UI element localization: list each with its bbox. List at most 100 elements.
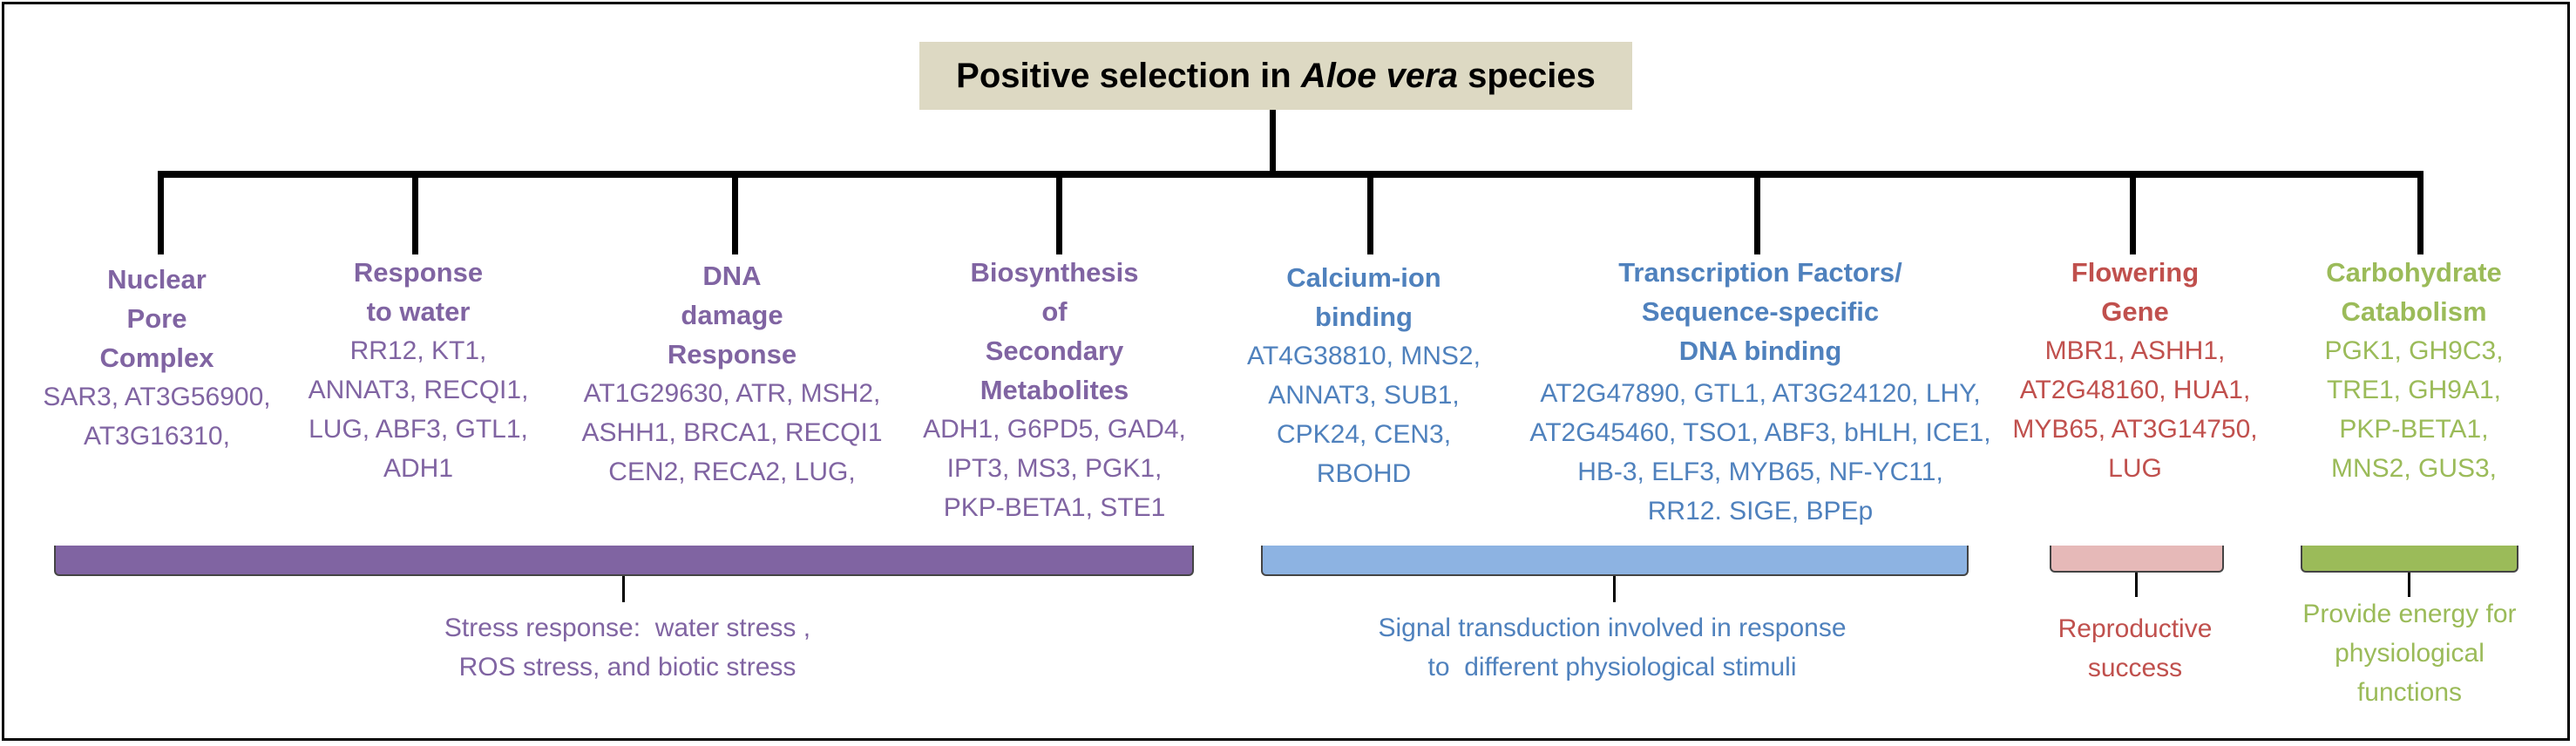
gene-line: AT2G47890, GTL1, AT3G24120, LHY, xyxy=(1540,379,1981,408)
summary-line: Stress response: water stress , xyxy=(444,614,811,642)
category-dna-damage-response: DNA damage Response AT1G29630, ATR, MSH2… xyxy=(558,256,906,492)
diagram-title: Positive selection in Aloe vera species xyxy=(919,42,1632,110)
group-bracket-stress xyxy=(54,546,1194,576)
gene-line: ASHH1, BRCA1, RECQI1 xyxy=(581,418,883,447)
heading-line: Pore xyxy=(126,303,187,334)
title-stem-line xyxy=(1270,110,1276,174)
category-heading: DNA damage Response xyxy=(558,256,906,374)
gene-line: PKP-BETA1, STE1 xyxy=(943,493,1166,522)
group-bracket-signal xyxy=(1261,546,1969,576)
group-bracket-energy xyxy=(2301,546,2518,573)
branch-line-transcription xyxy=(1754,174,1760,254)
gene-line: ADH1 xyxy=(383,454,454,483)
gene-list: AT2G47890, GTL1, AT3G24120, LHY, AT2G454… xyxy=(1499,374,2022,531)
gene-line: RBOHD xyxy=(1316,459,1412,488)
gene-line: PGK1, GH9C3, xyxy=(2324,336,2504,365)
heading-line: Calcium-ion xyxy=(1286,262,1441,293)
heading-line: Complex xyxy=(99,342,214,373)
summary-energy: Provide energy for physiological functio… xyxy=(2274,594,2545,712)
heading-line: Secondary xyxy=(985,336,1124,366)
summary-line: Provide energy for xyxy=(2302,600,2517,628)
heading-line: of xyxy=(1041,296,1068,327)
gene-line: HB-3, ELF3, MYB65, NF-YC11, xyxy=(1577,458,1943,486)
branch-line-water xyxy=(412,174,418,254)
gene-list: SAR3, AT3G56900, AT3G16310, xyxy=(9,377,305,456)
gene-line: MBR1, ASHH1, xyxy=(2044,336,2226,365)
category-heading: Flowering Gene xyxy=(1996,253,2274,331)
gene-line: AT4G38810, MNS2, xyxy=(1247,342,1481,370)
title-suffix: species xyxy=(1457,56,1596,95)
gene-list: ADH1, G6PD5, GAD4, IPT3, MS3, PGK1, PKP-… xyxy=(915,410,1194,527)
summary-line: success xyxy=(2087,654,2183,682)
summary-line: to different physiological stimuli xyxy=(1427,653,1797,682)
gene-line: MYB65, AT3G14750, xyxy=(2012,415,2258,444)
summary-reproductive-success: Reproductive success xyxy=(2022,609,2248,688)
gene-line: SAR3, AT3G56900, xyxy=(43,383,271,411)
gene-list: AT4G38810, MNS2, ANNAT3, SUB1, CPK24, CE… xyxy=(1220,336,1508,493)
summary-line: physiological xyxy=(2335,639,2484,668)
heading-line: Transcription Factors/ xyxy=(1618,257,1902,288)
heading-line: Response xyxy=(667,339,797,370)
gene-list: MBR1, ASHH1, AT2G48160, HUA1, MYB65, AT3… xyxy=(1996,331,2274,488)
title-prefix: Positive selection in xyxy=(956,56,1301,95)
summary-line: ROS stress, and biotic stress xyxy=(458,653,797,682)
branch-line-carbohydrate xyxy=(2417,174,2423,254)
category-response-to-water: Response to water RR12, KT1, ANNAT3, REC… xyxy=(288,253,549,488)
heading-line: to water xyxy=(366,296,471,327)
category-heading: Carbohydrate Catabolism xyxy=(2283,253,2545,331)
gene-line: AT3G16310, xyxy=(84,422,230,451)
category-carbohydrate-catabolism: Carbohydrate Catabolism PGK1, GH9C3, TRE… xyxy=(2283,253,2545,488)
tree-horizontal-line xyxy=(158,171,2423,178)
category-flowering-gene: Flowering Gene MBR1, ASHH1, AT2G48160, H… xyxy=(1996,253,2274,488)
category-transcription-factors: Transcription Factors/ Sequence-specific… xyxy=(1499,253,2022,531)
gene-line: IPT3, MS3, PGK1, xyxy=(946,454,1163,483)
gene-line: PKP-BETA1, xyxy=(2339,415,2489,444)
heading-line: Carbohydrate xyxy=(2326,257,2502,288)
category-heading: Biosynthesis of Secondary Metabolites xyxy=(915,253,1194,410)
summary-stress-response: Stress response: water stress , ROS stre… xyxy=(296,608,959,687)
heading-line: Flowering xyxy=(2071,257,2200,288)
gene-line: MNS2, GUS3, xyxy=(2330,454,2498,483)
gene-line: ANNAT3, SUB1, xyxy=(1268,381,1460,410)
heading-line: DNA xyxy=(702,261,762,291)
branch-line-dna xyxy=(732,174,738,254)
gene-line: ADH1, G6PD5, GAD4, xyxy=(923,415,1186,444)
bracket-tip-energy xyxy=(2408,573,2410,597)
gene-line: RR12, KT1, xyxy=(349,336,487,365)
branch-line-biosynthesis xyxy=(1056,174,1062,254)
heading-line: Nuclear xyxy=(107,264,207,295)
category-calcium-ion-binding: Calcium-ion binding AT4G38810, MNS2, ANN… xyxy=(1220,258,1508,493)
gene-list: PGK1, GH9C3, TRE1, GH9A1, PKP-BETA1, MNS… xyxy=(2283,331,2545,488)
heading-line: Response xyxy=(353,257,484,288)
category-biosynthesis-secondary-metabolites: Biosynthesis of Secondary Metabolites AD… xyxy=(915,253,1194,527)
heading-line: Sequence-specific xyxy=(1641,296,1880,327)
bracket-tip-signal xyxy=(1613,576,1616,602)
heading-line: Metabolites xyxy=(980,375,1129,405)
summary-line: Reproductive xyxy=(2057,614,2213,643)
gene-list: AT1G29630, ATR, MSH2, ASHH1, BRCA1, RECQ… xyxy=(558,374,906,492)
summary-signal-transduction: Signal transduction involved in response… xyxy=(1255,608,1969,687)
category-nuclear-pore-complex: Nuclear Pore Complex SAR3, AT3G56900, AT… xyxy=(9,260,305,456)
gene-line: AT1G29630, ATR, MSH2, xyxy=(583,379,881,408)
heading-line: Biosynthesis xyxy=(970,257,1139,288)
gene-line: CEN2, RECA2, LUG, xyxy=(608,458,856,486)
gene-line: TRE1, GH9A1, xyxy=(2326,376,2502,404)
heading-line: damage xyxy=(681,300,783,330)
heading-line: Catabolism xyxy=(2341,296,2487,327)
gene-line: CPK24, CEN3, xyxy=(1276,420,1452,449)
category-heading: Nuclear Pore Complex xyxy=(9,260,305,377)
gene-list: RR12, KT1, ANNAT3, RECQI1, LUG, ABF3, GT… xyxy=(288,331,549,488)
heading-line: DNA binding xyxy=(1678,336,1842,366)
gene-line: RR12. SIGE, BPEp xyxy=(1647,497,1874,526)
gene-line: ANNAT3, RECQI1, xyxy=(308,376,529,404)
title-species: Aloe vera xyxy=(1300,56,1458,95)
gene-line: LUG xyxy=(2108,454,2162,483)
category-heading: Transcription Factors/ Sequence-specific… xyxy=(1499,253,2022,370)
heading-line: Gene xyxy=(2101,296,2169,327)
branch-line-calcium xyxy=(1367,174,1373,254)
gene-line: LUG, ABF3, GTL1, xyxy=(308,415,528,444)
category-heading: Response to water xyxy=(288,253,549,331)
bracket-tip-reproductive xyxy=(2135,573,2138,597)
